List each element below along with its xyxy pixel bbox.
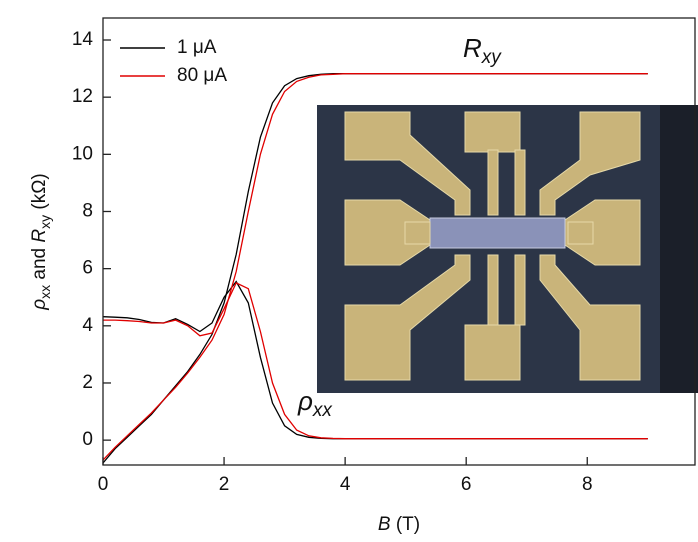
legend-label: 80 μA (177, 65, 227, 86)
y-tick-label: 10 (72, 143, 93, 164)
chart: 0246802468101214B (T)ρxx and Rxy (kΩ) 1 … (0, 0, 698, 542)
x-tick-label: 2 (219, 474, 230, 495)
y-tick-label: 14 (72, 29, 94, 50)
x-label-part: (T) (391, 514, 421, 535)
inset-photo (317, 105, 698, 393)
y-tick-label: 6 (82, 258, 93, 279)
x-tick-label: 6 (461, 474, 472, 495)
legend-label: 1 μA (177, 37, 217, 58)
x-tick-label: 8 (582, 474, 593, 495)
y-tick-label: 12 (72, 86, 93, 107)
x-tick-label: 4 (340, 474, 351, 495)
y-label-part: xy (37, 215, 53, 229)
annotation-symbol: ρ (297, 386, 313, 416)
y-label-part: xx (37, 285, 53, 299)
annotation-subscript: xx (312, 400, 334, 421)
y-tick-label: 8 (82, 201, 93, 222)
x-axis-label: B (T) (378, 514, 420, 535)
y-axis-label: ρxx and Rxy (kΩ) (29, 173, 53, 311)
y-tick-label: 2 (82, 372, 93, 393)
y-label-part: R (29, 229, 50, 243)
y-tick-label: 0 (82, 429, 93, 450)
y-label-part: (kΩ) (29, 173, 50, 215)
annotation-subscript: xy (481, 47, 503, 68)
y-label-part: ρ (29, 299, 50, 311)
legend: 1 μA 80 μA (120, 37, 227, 86)
x-tick-label: 0 (98, 474, 109, 495)
y-label-part: and (29, 243, 50, 285)
y-tick-label: 4 (82, 315, 93, 336)
annotation: Rxy (463, 33, 502, 68)
annotation-symbol: R (463, 33, 482, 63)
x-label-part: B (378, 514, 391, 535)
